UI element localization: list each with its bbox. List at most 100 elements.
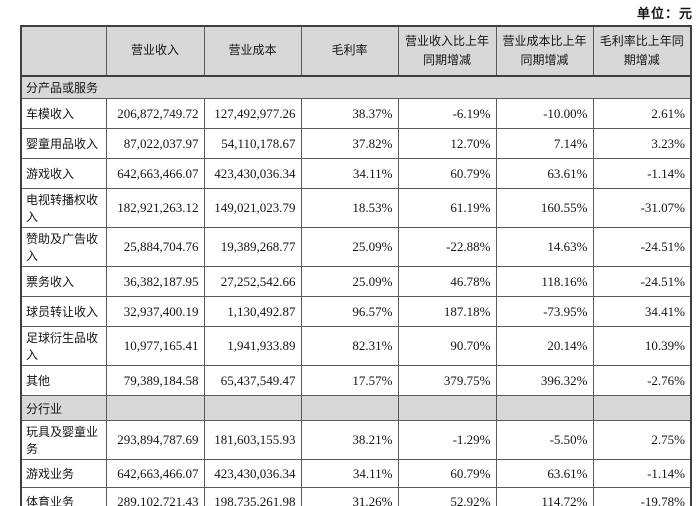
row-label-cell: 赞助及广告收入 [20,227,107,267]
value-cell: 46.78% [397,266,497,297]
value-cell: 396.32% [495,365,594,396]
value-cell: 34.11% [300,158,399,189]
table-header: 营业收入 营业成本 毛利率 营业收入比上年同期增减 营业成本比上年同期增减 毛利… [20,25,692,77]
table-row: 足球衍生品收入 10,977,165.41 1,941,933.89 82.31% 90… [20,326,692,366]
col-header-empty [20,25,107,77]
row-label-cell: 足球衍生品收入 [20,326,107,366]
value-cell: 63.61% [495,158,594,189]
value-cell: -19.78% [592,487,692,506]
header-row: 营业收入 营业成本 毛利率 营业收入比上年同期增减 营业成本比上年同期增减 毛利… [20,25,692,77]
value-cell: 90.70% [397,326,497,366]
value-cell: 87,022,037.97 [105,128,205,159]
value-cell: -10.00% [495,98,594,129]
value-cell: 60.79% [397,459,497,488]
table-row: 球员转让收入 32,937,400.19 1,130,492.87 96.57% 187… [20,296,692,327]
value-cell: 1,941,933.89 [203,326,302,366]
value-cell: 25.09% [300,227,399,267]
value-cell: 181,603,155.93 [203,420,302,460]
value-cell: -1.29% [397,420,497,460]
value-cell: 79,389,184.58 [105,365,205,396]
value-cell: -24.51% [592,227,692,267]
value-cell: 96.57% [300,296,399,327]
value-cell: 82.31% [300,326,399,366]
value-cell: 206,872,749.72 [105,98,205,129]
section-label-cell: 分行业 [20,395,107,421]
value-cell: 20.14% [495,326,594,366]
value-cell: -2.76% [592,365,692,396]
row-label-cell: 球员转让收入 [20,296,107,327]
value-cell: 149,021,023.79 [203,188,302,228]
table-row: 玩具及婴童业务 293,894,787.69 181,603,155.93 38.21… [20,420,692,460]
table-row: 婴童用品收入 87,022,037.97 54,110,178.67 37.82% 12… [20,128,692,159]
value-cell: 127,492,977.26 [203,98,302,129]
value-cell: 10,977,165.41 [105,326,205,366]
row-label-cell: 体育业务 [20,487,107,506]
table-row: 游戏收入 642,663,466.07 423,430,036.34 34.11% 60… [20,158,692,189]
value-cell: 12.70% [397,128,497,159]
row-label-cell: 电视转播权收入 [20,188,107,228]
col-header-gross-margin: 毛利率 [300,25,399,77]
value-cell: 63.61% [495,459,594,488]
table-row: 票务收入 36,382,187.95 27,252,542.66 25.09% 46.7… [20,266,692,297]
value-cell: 37.82% [300,128,399,159]
value-cell: 114.72% [495,487,594,506]
value-cell: 3.23% [592,128,692,159]
value-cell: 38.37% [300,98,399,129]
col-header-operating-revenue: 营业收入 [105,25,205,77]
value-cell: -22.88% [397,227,497,267]
value-cell: 379.75% [397,365,497,396]
empty-cell [203,395,302,421]
value-cell: 31.26% [300,487,399,506]
value-cell: -31.07% [592,188,692,228]
value-cell: 61.19% [397,188,497,228]
value-cell: 25.09% [300,266,399,297]
value-cell: 642,663,466.07 [105,158,205,189]
value-cell: 34.41% [592,296,692,327]
table-row: 体育业务 289,102,721.43 198,735,261.98 31.26% 52… [20,487,692,506]
financial-breakdown-table: 营业收入 营业成本 毛利率 营业收入比上年同期增减 营业成本比上年同期增减 毛利… [20,25,692,506]
table-row: 赞助及广告收入 25,884,704.76 19,389,268.77 25.09% -… [20,227,692,267]
empty-cell [592,395,692,421]
value-cell: 17.57% [300,365,399,396]
section-row: 分行业 [20,395,692,421]
table-row: 车模收入 206,872,749.72 127,492,977.26 38.37% -6… [20,98,692,129]
value-cell: 54,110,178.67 [203,128,302,159]
empty-cell [105,395,205,421]
value-cell: 27,252,542.66 [203,266,302,297]
row-label-cell: 其他 [20,365,107,396]
value-cell: 60.79% [397,158,497,189]
row-label-cell: 游戏业务 [20,459,107,488]
empty-cell [300,395,399,421]
row-label-cell: 游戏收入 [20,158,107,189]
value-cell: 19,389,268.77 [203,227,302,267]
value-cell: 187.18% [397,296,497,327]
value-cell: 293,894,787.69 [105,420,205,460]
value-cell: 7.14% [495,128,594,159]
value-cell: 198,735,261.98 [203,487,302,506]
value-cell: 36,382,187.95 [105,266,205,297]
value-cell: 65,437,549.47 [203,365,302,396]
value-cell: 2.75% [592,420,692,460]
col-header-cost-yoy-change: 营业成本比上年同期增减 [495,25,594,77]
value-cell: 10.39% [592,326,692,366]
value-cell: -1.14% [592,158,692,189]
value-cell: 32,937,400.19 [105,296,205,327]
empty-cell [397,395,497,421]
value-cell: 34.11% [300,459,399,488]
table-row: 其他 79,389,184.58 65,437,549.47 17.57% 379.75… [20,365,692,396]
value-cell: 289,102,721.43 [105,487,205,506]
value-cell: 423,430,036.34 [203,459,302,488]
table-row: 游戏业务 642,663,466.07 423,430,036.34 34.11% 60… [20,459,692,488]
value-cell: -73.95% [495,296,594,327]
value-cell: 14.63% [495,227,594,267]
empty-cell [495,395,594,421]
value-cell: -5.50% [495,420,594,460]
col-header-revenue-yoy-change: 营业收入比上年同期增减 [397,25,497,77]
table-row: 电视转播权收入 182,921,263.12 149,021,023.79 18.53… [20,188,692,228]
row-label-cell: 车模收入 [20,98,107,129]
value-cell: 118.16% [495,266,594,297]
value-cell: 25,884,704.76 [105,227,205,267]
col-header-operating-cost: 营业成本 [203,25,302,77]
section-row: 分产品或服务 [20,75,692,99]
value-cell: -1.14% [592,459,692,488]
